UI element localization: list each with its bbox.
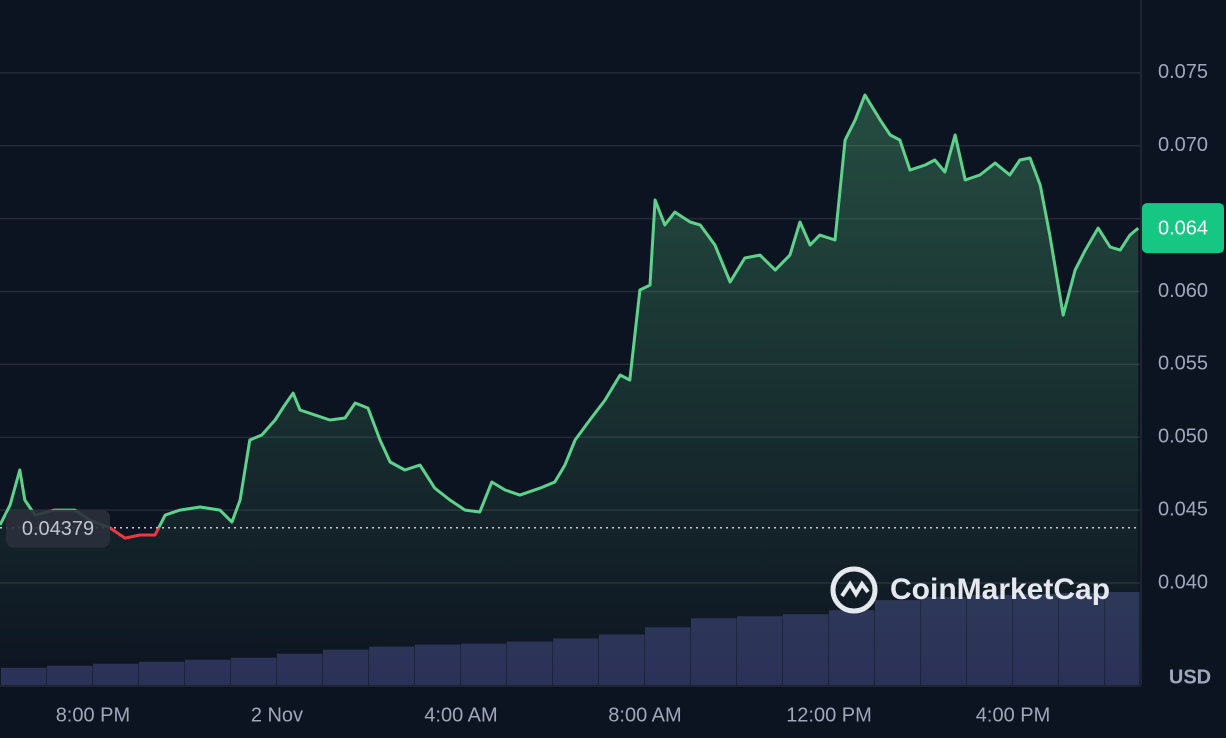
current-price-label: 0.064 bbox=[1158, 217, 1208, 239]
x-tick-label: 12:00 PM bbox=[786, 704, 872, 726]
y-tick-label: 0.055 bbox=[1158, 353, 1208, 375]
current-price-box bbox=[1142, 203, 1224, 254]
x-tick-label: 8:00 PM bbox=[56, 704, 130, 726]
reference-label: 0.04379 bbox=[22, 518, 94, 540]
y-tick-label: 0.050 bbox=[1158, 426, 1208, 448]
y-tick-label: 0.045 bbox=[1158, 498, 1208, 520]
reference-label-box bbox=[6, 509, 110, 548]
x-tick-label: 4:00 AM bbox=[424, 704, 497, 726]
plot: 0.04379 bbox=[0, 93, 1140, 685]
watermark: CoinMarketCap bbox=[890, 573, 1110, 606]
price-line bbox=[0, 93, 1140, 540]
area-fill bbox=[0, 95, 1139, 685]
unit-label: USD bbox=[1169, 666, 1211, 688]
x-tick-label: 4:00 PM bbox=[976, 704, 1050, 726]
watermark-logo bbox=[830, 566, 878, 614]
y-tick-label: 0.075 bbox=[1158, 61, 1208, 83]
x-tick-label: 8:00 AM bbox=[608, 704, 681, 726]
y-tick-label: 0.070 bbox=[1158, 134, 1208, 156]
y-tick-label: 0.040 bbox=[1158, 571, 1208, 593]
y-tick-label: 0.060 bbox=[1158, 280, 1208, 302]
x-tick-label: 2 Nov bbox=[251, 704, 303, 726]
